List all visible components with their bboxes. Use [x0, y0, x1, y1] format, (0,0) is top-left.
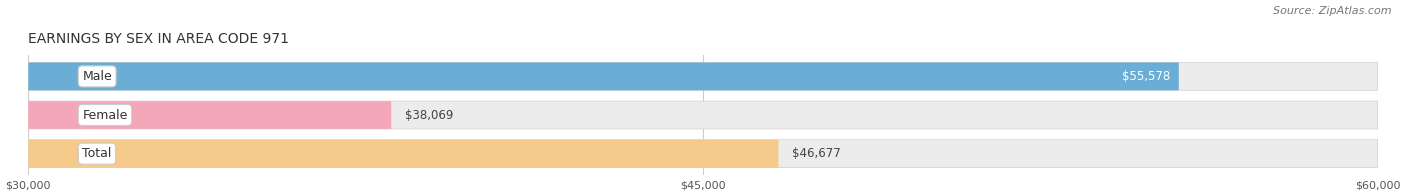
Text: EARNINGS BY SEX IN AREA CODE 971: EARNINGS BY SEX IN AREA CODE 971: [28, 32, 290, 45]
FancyBboxPatch shape: [28, 63, 1178, 90]
FancyBboxPatch shape: [28, 140, 1378, 168]
Text: Source: ZipAtlas.com: Source: ZipAtlas.com: [1274, 6, 1392, 16]
Text: $55,578: $55,578: [1122, 70, 1170, 83]
FancyBboxPatch shape: [28, 140, 779, 168]
Text: $38,069: $38,069: [405, 109, 453, 122]
FancyBboxPatch shape: [28, 63, 1378, 90]
Bar: [28, 140, 1378, 168]
Bar: [28, 63, 1378, 90]
Text: Female: Female: [83, 109, 128, 122]
Text: Total: Total: [83, 147, 111, 160]
Text: Male: Male: [83, 70, 112, 83]
Bar: [28, 101, 1378, 129]
FancyBboxPatch shape: [28, 101, 391, 129]
Text: $46,677: $46,677: [792, 147, 841, 160]
FancyBboxPatch shape: [28, 101, 1378, 129]
